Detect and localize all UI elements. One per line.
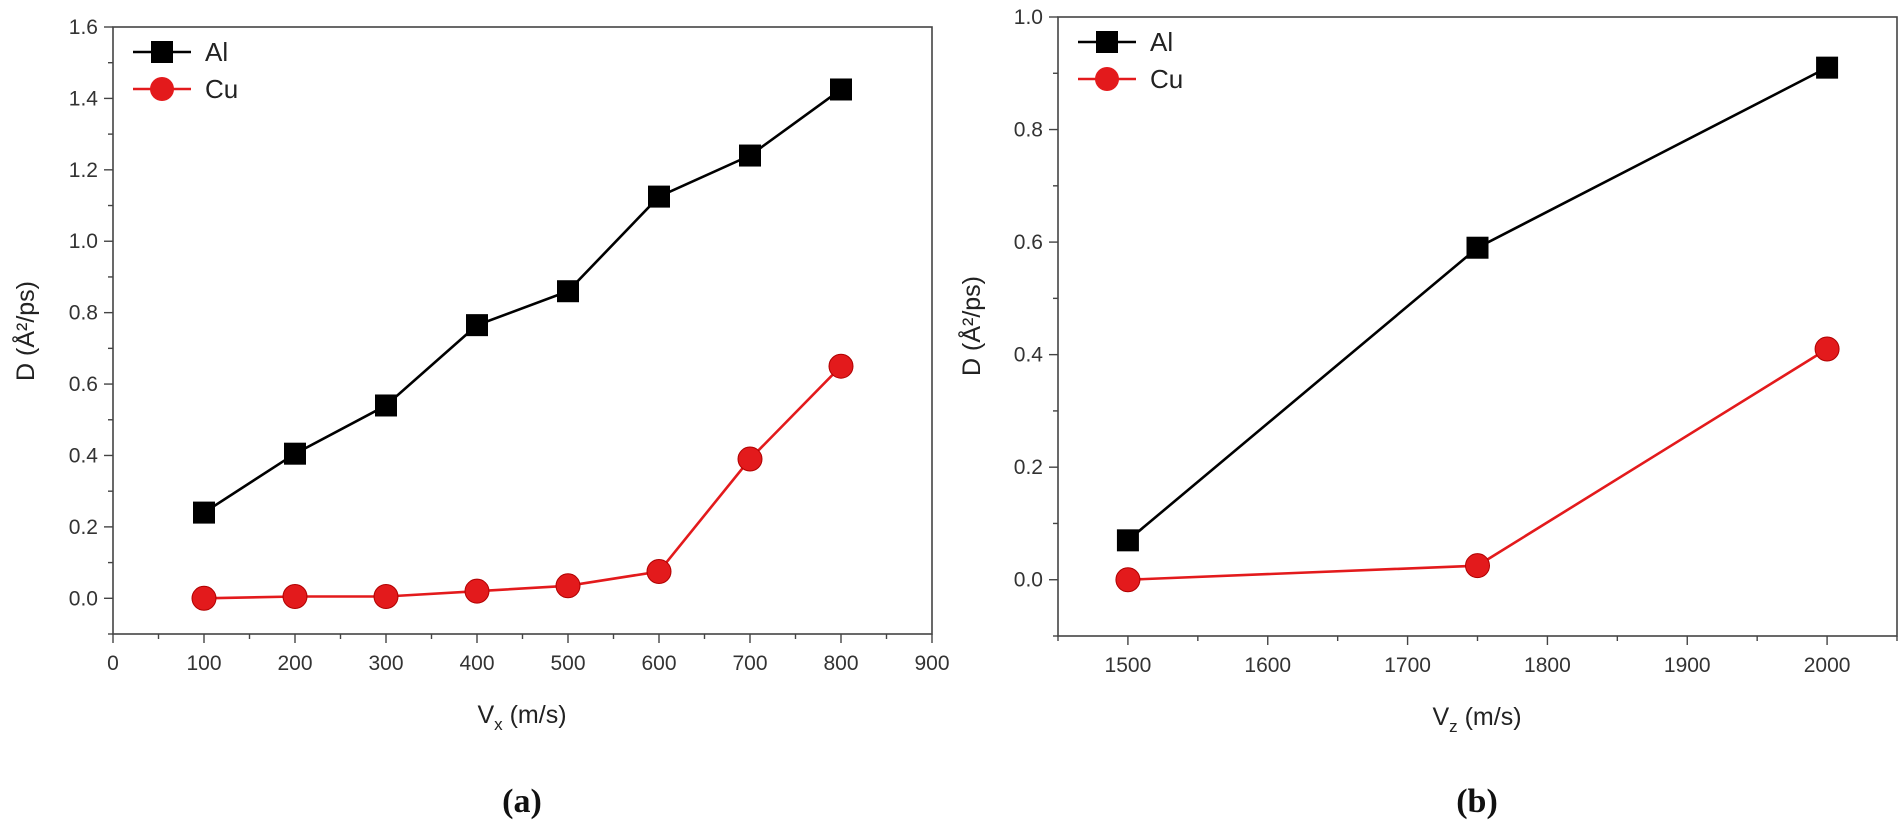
x-tick-label: 1900 <box>1664 654 1711 677</box>
x-tick-label: 0 <box>107 652 119 675</box>
y-tick-label: 0.4 <box>1014 344 1044 367</box>
x-tick-label: 700 <box>732 652 767 675</box>
x-tick-label: 500 <box>550 652 585 675</box>
data-point-cu <box>646 559 672 585</box>
data-point-cu <box>1115 567 1141 593</box>
data-point-cu <box>1465 553 1490 579</box>
x-tick-label: 1500 <box>1105 654 1152 677</box>
y-tick-label: 0.0 <box>69 587 98 610</box>
chart-panel-a: 0 100 200 300 400 500 600 700 800 900 0.0 0.2 0.4 0.6… <box>10 16 950 820</box>
data-point-cu <box>191 585 217 611</box>
y-axis-title: D (Å²/ps) <box>956 276 986 376</box>
data-point-al <box>830 78 852 101</box>
x-tick-label: 1600 <box>1244 654 1291 677</box>
legend-label-cu: Cu <box>205 74 238 104</box>
x-tick-label: 2000 <box>1804 654 1851 677</box>
y-tick-label: 0.8 <box>1014 119 1043 142</box>
y-tick-label: 1.6 <box>69 16 98 39</box>
y-tick-label: 1.0 <box>69 230 98 253</box>
data-point-al <box>375 394 397 417</box>
y-tick-label: 0.2 <box>1014 456 1043 479</box>
legend-marker-cu <box>1095 67 1119 91</box>
data-point-al <box>284 442 306 465</box>
data-point-cu <box>737 446 763 472</box>
panel-label: (b) <box>1456 783 1498 820</box>
series-line-cu <box>1127 347 1828 582</box>
data-point-al <box>1116 529 1139 552</box>
x-tick-label: 400 <box>459 652 494 675</box>
plot-frame <box>1057 16 1898 637</box>
y-tick-label: 1.0 <box>1014 6 1043 29</box>
y-tick-label: 0.2 <box>69 516 98 539</box>
series-line-al <box>1127 66 1828 542</box>
x-axis-title: Vz (m/s) <box>1432 703 1521 736</box>
data-point-cu <box>282 584 308 610</box>
data-point-al <box>648 185 670 208</box>
legend-marker-al <box>151 41 173 63</box>
data-point-al <box>557 280 579 303</box>
x-tick-label: 800 <box>823 652 858 675</box>
y-tick-label: 0.0 <box>1014 569 1043 592</box>
y-axis-title: D (Å²/ps) <box>10 281 40 381</box>
y-tick-label: 1.2 <box>69 159 98 182</box>
data-point-al <box>466 314 488 337</box>
x-tick-label: 100 <box>186 652 221 675</box>
plot-frame <box>112 26 933 635</box>
x-tick-label: 200 <box>277 652 312 675</box>
legend-marker-cu <box>150 77 174 101</box>
data-point-al <box>193 501 215 524</box>
panel-label: (a) <box>502 783 542 820</box>
legend-label-cu: Cu <box>1150 64 1183 94</box>
y-tick-label: 0.6 <box>1014 231 1043 254</box>
x-tick-label: 1800 <box>1524 654 1571 677</box>
data-point-cu <box>555 573 581 599</box>
x-axis-title: Vx (m/s) <box>477 701 566 734</box>
data-point-cu <box>1814 336 1840 362</box>
data-point-al <box>1816 56 1839 79</box>
x-tick-label: 600 <box>641 652 676 675</box>
data-point-cu <box>828 353 854 379</box>
legend: Al Cu <box>133 37 238 104</box>
data-point-al <box>739 144 761 167</box>
y-tick-label: 0.4 <box>69 444 99 467</box>
y-tick-label: 0.6 <box>69 373 98 396</box>
series-line-cu <box>203 365 842 600</box>
y-tick-label: 1.4 <box>69 87 99 110</box>
x-tick-label: 900 <box>914 652 949 675</box>
legend-label-al: Al <box>205 37 228 67</box>
data-point-al <box>1466 236 1489 259</box>
data-point-cu <box>373 584 399 610</box>
series-line-al <box>203 88 842 514</box>
legend-label-al: Al <box>1150 27 1173 57</box>
chart-panel-b: 1500 1600 1700 1800 1900 2000 0.0 0.2 0.4 0.6 0.8 1… <box>956 6 1898 820</box>
legend: Al Cu <box>1078 27 1183 94</box>
legend-marker-al <box>1096 31 1118 53</box>
data-point-cu <box>464 578 490 604</box>
y-tick-label: 0.8 <box>69 302 98 325</box>
x-tick-label: 1700 <box>1384 654 1431 677</box>
x-tick-label: 300 <box>368 652 403 675</box>
